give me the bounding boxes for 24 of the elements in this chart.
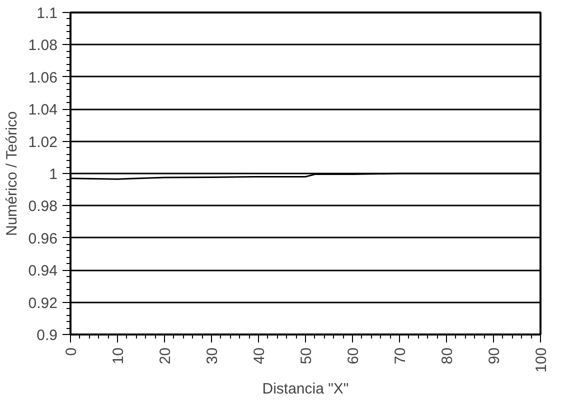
x-tick-label: 100	[533, 347, 550, 373]
y-tick-label: 1.08	[28, 37, 58, 54]
y-tick-label: 1.06	[28, 69, 58, 86]
y-tick-label: 1.1	[36, 5, 58, 22]
y-axis-title: Numérico / Teórico	[3, 111, 20, 236]
y-tick-label: 1.04	[28, 102, 58, 119]
y-tick-label: 1.02	[28, 134, 58, 151]
x-tick-label: 20	[157, 347, 174, 364]
x-tick-label: 30	[204, 347, 221, 364]
x-tick-label: 10	[110, 347, 127, 364]
y-tick-label: 1	[49, 166, 58, 183]
x-tick-label: 40	[251, 347, 268, 364]
y-tick-label: 0.9	[36, 327, 58, 344]
x-tick-label: 70	[392, 347, 409, 364]
x-tick-label: 50	[298, 347, 315, 364]
y-tick-label: 0.96	[28, 230, 58, 248]
y-tick-label: 0.98	[28, 198, 58, 216]
x-tick-label: 0	[63, 348, 80, 356]
x-tick-label: 60	[345, 347, 362, 364]
x-tick-label: 80	[439, 347, 456, 364]
y-tick-label: 0.92	[28, 294, 58, 312]
y-tick-label: 0.94	[28, 262, 58, 280]
x-axis-title: Distancia "X"	[262, 380, 349, 398]
x-tick-label: 90	[486, 347, 503, 364]
